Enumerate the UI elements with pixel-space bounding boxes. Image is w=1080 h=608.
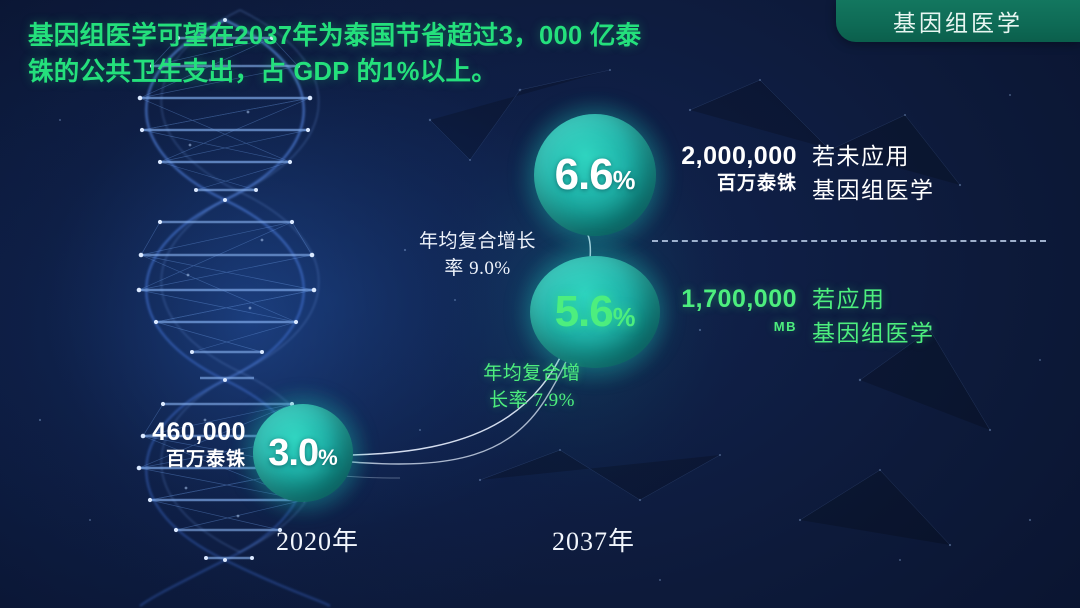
- page-title: 基因组医学可望在2037年为泰国节省超过3，000 亿泰 铢的公共卫生支出，占 …: [28, 18, 788, 90]
- bubble-value-group: 3.0%: [268, 432, 337, 475]
- bubble-value-group: 6.6%: [555, 150, 636, 200]
- value-baseline-2020: 460,000 百万泰铢: [128, 418, 246, 473]
- percent-symbol: %: [612, 304, 636, 332]
- bubble-body: [530, 256, 660, 368]
- caption-line-2: 基因组医学: [812, 178, 935, 203]
- value-unit: MB: [773, 319, 797, 334]
- caption-with-genomics: 若应用 基因组医学: [812, 283, 935, 351]
- bubble-gdp-with-genomics[interactable]: 5.6%: [512, 238, 678, 386]
- value-with-genomics-2037: 1,700,000 MB: [652, 285, 797, 340]
- caption-no-genomics: 若未应用 基因组医学: [812, 140, 935, 208]
- bubble-gdp-baseline-2020[interactable]: 3.0%: [235, 386, 371, 520]
- percent-symbol: %: [318, 444, 338, 470]
- header-badge-label: 基因组医学: [893, 11, 1023, 36]
- caption-line-2: 基因组医学: [812, 321, 935, 346]
- page-title-line-2: 铢的公共卫生支出，占 GDP 的1%以上。: [28, 58, 498, 86]
- cagr-line-1: 年均复合增: [483, 363, 581, 384]
- value-no-genomics-2037: 2,000,000 百万泰铢: [652, 142, 797, 197]
- dashed-divider: [652, 240, 1046, 242]
- bubble-body: [534, 114, 656, 236]
- caption-line-1: 若未应用: [812, 144, 910, 169]
- value-amount: 1,700,000: [681, 285, 797, 313]
- cagr-line-1: 年均复合增长: [418, 231, 536, 252]
- value-amount: 460,000: [152, 418, 246, 446]
- bubble-value: 3.0: [268, 431, 319, 474]
- bubble-value: 6.6: [554, 150, 614, 199]
- value-unit: 百万泰铢: [165, 449, 246, 470]
- bubble-gdp-no-genomics[interactable]: 6.6%: [516, 96, 674, 254]
- caption-line-1: 若应用: [812, 287, 886, 312]
- cagr-line-2: 长率 7.9%: [489, 390, 575, 411]
- value-amount: 2,000,000: [681, 142, 797, 170]
- axis-label-year-end: 2037年: [552, 527, 636, 556]
- cagr-line-2: 率 9.0%: [444, 258, 511, 279]
- bubble-body: [253, 404, 353, 502]
- percent-symbol: %: [612, 167, 636, 195]
- cagr-annotation-no-genomics: 年均复合增长 率 9.0%: [395, 228, 560, 282]
- value-unit: 百万泰铢: [716, 173, 797, 194]
- page-title-line-1: 基因组医学可望在2037年为泰国节省超过3，000 亿泰: [28, 22, 642, 50]
- bubble-value: 5.6: [554, 287, 614, 336]
- axis-label-year-start: 2020年: [276, 527, 360, 556]
- bubble-value-group: 5.6%: [555, 287, 636, 337]
- cagr-annotation-with-genomics: 年均复合增 长率 7.9%: [452, 360, 612, 414]
- header-badge: 基因组医学: [836, 0, 1080, 42]
